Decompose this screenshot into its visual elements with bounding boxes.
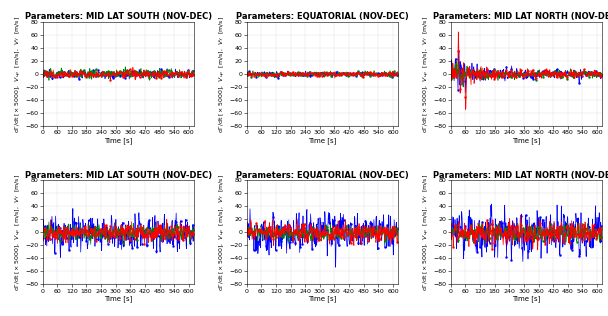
- Y-axis label: dΓ/dt [× 5000],  $V_{up}$  [m/s],  $V_Y$  [m/s]: dΓ/dt [× 5000], $V_{up}$ [m/s], $V_Y$ [m…: [218, 15, 228, 133]
- Title: Parameters: MID LAT SOUTH (NOV-DEC): Parameters: MID LAT SOUTH (NOV-DEC): [24, 171, 212, 179]
- Y-axis label: dΓ/dt [× 5000],  $V_{up}$  [m/s],  $V_Y$  [m/s]: dΓ/dt [× 5000], $V_{up}$ [m/s], $V_Y$ [m…: [422, 15, 432, 133]
- Title: Parameters: EQUATORIAL (NOV-DEC): Parameters: EQUATORIAL (NOV-DEC): [236, 12, 409, 21]
- Y-axis label: dΓ/dt [× 5000],  $V_{up}$  [m/s],  $V_Y$  [m/s]: dΓ/dt [× 5000], $V_{up}$ [m/s], $V_Y$ [m…: [13, 174, 24, 291]
- Title: Parameters: EQUATORIAL (NOV-DEC): Parameters: EQUATORIAL (NOV-DEC): [236, 171, 409, 179]
- X-axis label: Time [s]: Time [s]: [308, 295, 336, 302]
- X-axis label: Time [s]: Time [s]: [308, 137, 336, 143]
- X-axis label: Time [s]: Time [s]: [512, 295, 541, 302]
- Title: Parameters: MID LAT SOUTH (NOV-DEC): Parameters: MID LAT SOUTH (NOV-DEC): [24, 12, 212, 21]
- X-axis label: Time [s]: Time [s]: [104, 137, 133, 143]
- Y-axis label: dΓ/dt [× 5000],  $V_{up}$  [m/s],  $V_Y$  [m/s]: dΓ/dt [× 5000], $V_{up}$ [m/s], $V_Y$ [m…: [422, 174, 432, 291]
- Title: Parameters: MID LAT NORTH (NOV-DEC): Parameters: MID LAT NORTH (NOV-DEC): [432, 12, 608, 21]
- Y-axis label: dΓ/dt [× 5000],  $V_{up}$  [m/s],  $V_Y$  [m/s]: dΓ/dt [× 5000], $V_{up}$ [m/s], $V_Y$ [m…: [13, 15, 24, 133]
- Title: Parameters: MID LAT NORTH (NOV-DEC): Parameters: MID LAT NORTH (NOV-DEC): [432, 171, 608, 179]
- Y-axis label: dΓ/dt [× 5000],  $V_{up}$  [m/s],  $V_Y$  [m/s]: dΓ/dt [× 5000], $V_{up}$ [m/s], $V_Y$ [m…: [218, 174, 228, 291]
- X-axis label: Time [s]: Time [s]: [512, 137, 541, 143]
- X-axis label: Time [s]: Time [s]: [104, 295, 133, 302]
